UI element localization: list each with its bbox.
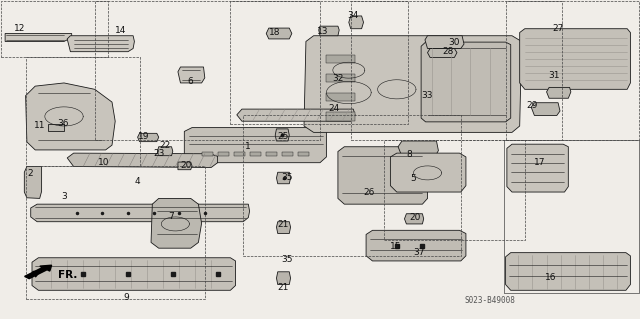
Polygon shape bbox=[276, 272, 291, 285]
Polygon shape bbox=[31, 204, 250, 222]
Polygon shape bbox=[390, 153, 466, 192]
Polygon shape bbox=[5, 33, 72, 41]
Text: 9: 9 bbox=[124, 293, 129, 302]
Polygon shape bbox=[266, 28, 292, 39]
Text: 37: 37 bbox=[413, 248, 425, 257]
Polygon shape bbox=[276, 222, 291, 234]
Text: FR.: FR. bbox=[58, 270, 77, 280]
Polygon shape bbox=[319, 26, 339, 36]
Polygon shape bbox=[428, 48, 457, 57]
Polygon shape bbox=[138, 133, 159, 142]
Text: 12: 12 bbox=[13, 24, 25, 33]
Polygon shape bbox=[507, 144, 568, 192]
Polygon shape bbox=[276, 172, 291, 184]
Text: 1: 1 bbox=[246, 142, 251, 151]
Text: 23: 23 bbox=[153, 149, 164, 158]
Polygon shape bbox=[506, 253, 630, 290]
Polygon shape bbox=[48, 124, 64, 131]
Polygon shape bbox=[404, 214, 424, 224]
Polygon shape bbox=[304, 36, 522, 132]
Text: 28: 28 bbox=[442, 47, 454, 56]
Polygon shape bbox=[237, 109, 355, 121]
Text: 14: 14 bbox=[115, 26, 126, 35]
Text: 35: 35 bbox=[281, 255, 292, 263]
Text: 15: 15 bbox=[390, 242, 401, 251]
Polygon shape bbox=[157, 147, 173, 156]
Text: 18: 18 bbox=[269, 28, 281, 37]
Polygon shape bbox=[326, 93, 355, 101]
Text: 13: 13 bbox=[317, 27, 328, 36]
Polygon shape bbox=[67, 153, 218, 167]
Text: 21: 21 bbox=[277, 283, 289, 292]
Text: 20: 20 bbox=[409, 213, 420, 222]
Polygon shape bbox=[282, 152, 293, 156]
Text: 31: 31 bbox=[548, 71, 559, 80]
Text: 30: 30 bbox=[449, 38, 460, 47]
Polygon shape bbox=[275, 129, 289, 141]
Text: 22: 22 bbox=[159, 141, 171, 150]
Polygon shape bbox=[326, 55, 355, 63]
Polygon shape bbox=[202, 152, 213, 156]
Polygon shape bbox=[151, 198, 202, 248]
Polygon shape bbox=[184, 128, 326, 163]
Polygon shape bbox=[421, 42, 511, 122]
Text: 24: 24 bbox=[328, 104, 340, 113]
Text: 16: 16 bbox=[545, 273, 556, 282]
Polygon shape bbox=[234, 152, 245, 156]
Polygon shape bbox=[250, 152, 261, 156]
Text: 11: 11 bbox=[34, 121, 45, 130]
FancyArrow shape bbox=[24, 265, 52, 279]
Polygon shape bbox=[67, 36, 134, 52]
Text: 26: 26 bbox=[363, 188, 374, 197]
Text: 2: 2 bbox=[28, 169, 33, 178]
Text: 33: 33 bbox=[422, 91, 433, 100]
Text: S023-B49008: S023-B49008 bbox=[465, 296, 516, 305]
Polygon shape bbox=[326, 112, 355, 121]
Text: 7: 7 bbox=[169, 212, 174, 221]
Polygon shape bbox=[425, 36, 464, 48]
Polygon shape bbox=[398, 141, 438, 156]
Text: 36: 36 bbox=[57, 119, 68, 128]
Text: 4: 4 bbox=[135, 177, 140, 186]
Polygon shape bbox=[338, 147, 428, 204]
Text: 19: 19 bbox=[138, 132, 149, 141]
Text: 29: 29 bbox=[527, 101, 538, 110]
Text: 6: 6 bbox=[188, 77, 193, 86]
Polygon shape bbox=[531, 103, 560, 115]
Text: 35: 35 bbox=[281, 173, 292, 182]
Text: 27: 27 bbox=[552, 24, 564, 33]
Polygon shape bbox=[298, 152, 309, 156]
Text: 17: 17 bbox=[534, 158, 546, 167]
Polygon shape bbox=[520, 29, 630, 89]
Text: 32: 32 bbox=[332, 74, 344, 83]
Text: 5: 5 bbox=[410, 174, 415, 183]
Text: 21: 21 bbox=[277, 220, 289, 229]
Text: 25: 25 bbox=[277, 132, 289, 141]
Text: 10: 10 bbox=[98, 158, 109, 167]
Polygon shape bbox=[266, 152, 277, 156]
Polygon shape bbox=[32, 258, 236, 290]
Polygon shape bbox=[218, 152, 229, 156]
Text: 34: 34 bbox=[348, 11, 359, 20]
Text: 8: 8 bbox=[407, 150, 412, 159]
Polygon shape bbox=[24, 167, 42, 198]
Text: 3: 3 bbox=[61, 192, 67, 201]
Polygon shape bbox=[178, 162, 192, 170]
Polygon shape bbox=[326, 74, 355, 82]
Text: 20: 20 bbox=[180, 161, 191, 170]
Polygon shape bbox=[547, 87, 571, 98]
Polygon shape bbox=[26, 83, 115, 150]
Polygon shape bbox=[349, 16, 364, 29]
Polygon shape bbox=[178, 67, 205, 83]
Polygon shape bbox=[366, 230, 466, 261]
